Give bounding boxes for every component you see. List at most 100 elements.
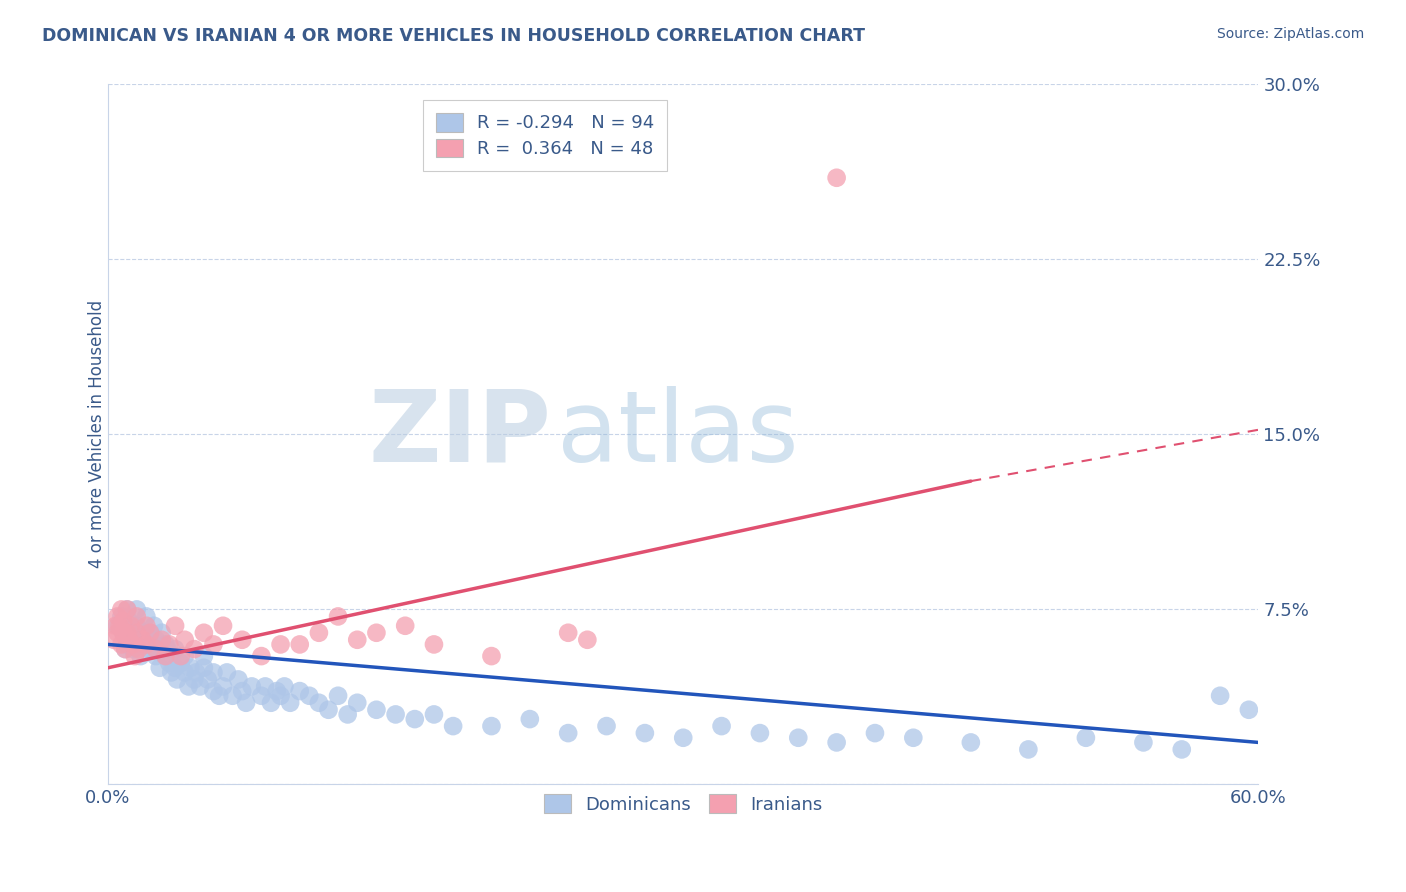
Point (125, 619, 148, 633)
Point (128, 642, 150, 657)
Point (173, 649, 195, 664)
Point (318, 703, 340, 717)
Point (149, 661, 172, 675)
Point (157, 637, 180, 651)
Point (595, 719, 617, 733)
Point (120, 625, 142, 640)
Point (104, 619, 127, 633)
Point (423, 637, 446, 651)
Point (1132, 735, 1154, 749)
Point (155, 649, 177, 664)
Point (114, 642, 136, 657)
Point (441, 719, 464, 733)
Point (114, 642, 136, 657)
Point (288, 684, 311, 698)
Point (481, 649, 503, 664)
Point (125, 625, 148, 640)
Point (825, 735, 848, 749)
Point (134, 637, 156, 651)
Point (135, 609, 157, 624)
Point (193, 625, 215, 640)
Point (183, 673, 205, 687)
Point (404, 712, 426, 726)
Text: atlas: atlas (557, 386, 799, 483)
Point (118, 632, 141, 647)
Point (557, 625, 579, 640)
Point (155, 649, 177, 664)
Point (129, 649, 152, 664)
Point (266, 684, 288, 698)
Legend: Dominicans, Iranians: Dominicans, Iranians (533, 783, 834, 824)
Point (298, 689, 321, 703)
Point (228, 673, 250, 687)
Point (212, 680, 235, 694)
Point (135, 637, 157, 651)
Point (124, 632, 146, 647)
Point (146, 642, 169, 657)
Point (157, 656, 180, 670)
Point (112, 614, 135, 628)
Point (177, 680, 200, 694)
Point (557, 726, 579, 740)
Point (173, 665, 195, 680)
Point (170, 656, 193, 670)
Point (135, 632, 157, 647)
Point (110, 609, 132, 624)
Point (366, 703, 388, 717)
Point (710, 719, 733, 733)
Point (326, 609, 349, 624)
Point (165, 619, 187, 633)
Point (115, 637, 138, 651)
Point (326, 689, 349, 703)
Point (112, 625, 135, 640)
Point (173, 632, 195, 647)
Point (179, 661, 201, 675)
Point (145, 632, 167, 647)
Point (1017, 742, 1039, 756)
Point (519, 712, 541, 726)
Point (160, 665, 183, 680)
Point (165, 642, 187, 657)
Point (346, 632, 368, 647)
Point (202, 637, 225, 651)
Point (394, 619, 416, 633)
Point (270, 637, 292, 651)
Point (481, 719, 503, 733)
Point (131, 625, 153, 640)
Point (139, 625, 162, 640)
Point (145, 642, 167, 657)
Point (115, 602, 138, 616)
Point (115, 602, 138, 616)
Point (170, 649, 193, 664)
Point (215, 665, 238, 680)
Point (863, 726, 886, 740)
Point (115, 625, 138, 640)
Point (128, 637, 150, 651)
Point (235, 696, 257, 710)
Text: Source: ZipAtlas.com: Source: ZipAtlas.com (1216, 27, 1364, 41)
Point (131, 632, 153, 647)
Point (145, 649, 167, 664)
Point (150, 625, 173, 640)
Point (141, 637, 163, 651)
Point (240, 680, 263, 694)
Text: DOMINICAN VS IRANIAN 4 OR MORE VEHICLES IN HOUSEHOLD CORRELATION CHART: DOMINICAN VS IRANIAN 4 OR MORE VEHICLES … (42, 27, 865, 45)
Point (960, 735, 983, 749)
Point (186, 665, 208, 680)
Point (110, 637, 132, 651)
Point (250, 649, 273, 664)
Point (366, 625, 388, 640)
Point (212, 619, 235, 633)
Point (202, 684, 225, 698)
Point (122, 642, 145, 657)
Point (197, 673, 219, 687)
Point (336, 707, 359, 722)
Point (250, 689, 273, 703)
Point (183, 642, 205, 657)
Point (136, 642, 159, 657)
Point (193, 649, 215, 664)
Point (278, 696, 301, 710)
Point (155, 637, 177, 651)
Point (124, 649, 146, 664)
Point (125, 609, 148, 624)
